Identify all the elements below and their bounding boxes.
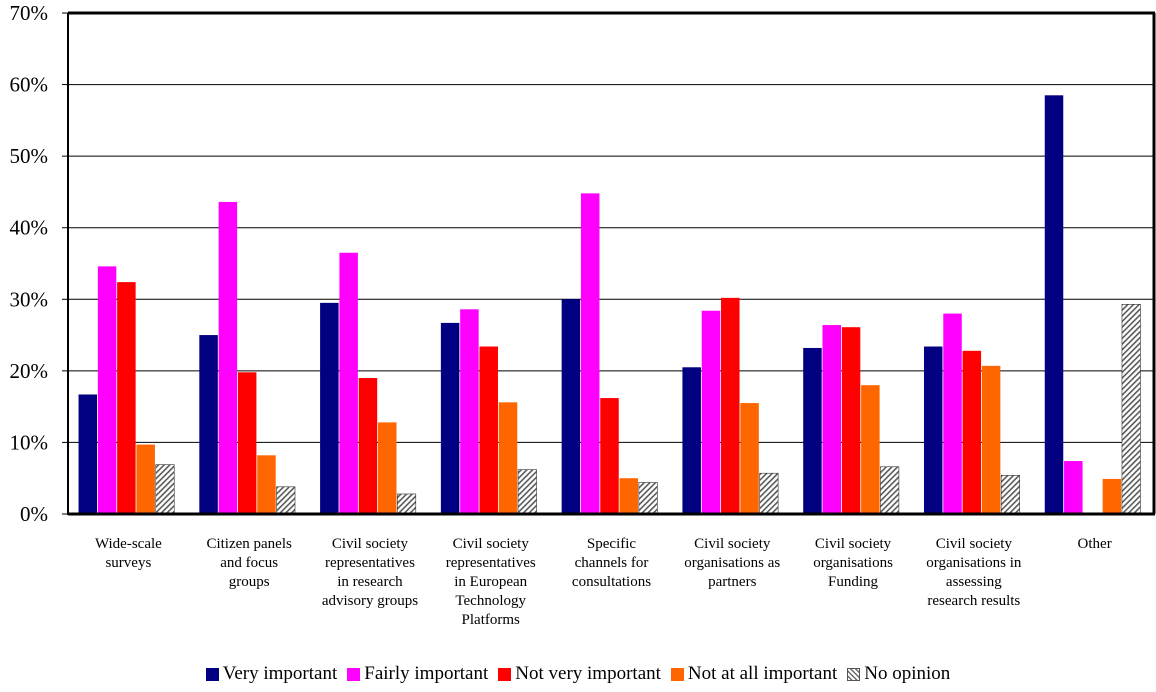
category-label: Civil society organisations Funding [813,536,893,590]
bar-not-at-all-important [378,422,397,514]
bar-fairly-important [460,309,479,514]
legend-swatch [347,668,360,681]
legend-item: Not very important [498,663,661,685]
bar-no-opinion [1001,475,1020,514]
bar-not-very-important [600,398,619,514]
bar-not-very-important [117,282,136,514]
category-label: Specific channels for consultations [572,536,651,590]
bar-very-important [79,394,98,514]
bar-not-very-important [963,351,982,514]
y-tick-label: 30% [10,287,49,311]
bar-not-very-important [842,327,861,514]
bar-very-important [320,303,339,514]
bar-not-at-all-important [861,385,880,514]
category-label: Citizen panels and focus groups [206,536,292,590]
bar-fairly-important [339,253,358,514]
legend-label: No opinion [864,663,950,685]
y-tick-label: 40% [10,216,49,240]
bar-not-very-important [479,347,498,514]
legend-swatch [671,668,684,681]
bar-fairly-important [219,202,238,514]
bar-not-at-all-important [499,402,518,514]
category-label: Civil society organisations as partners [684,536,780,590]
category-label: Civil society organisations in assessing re… [926,536,1022,609]
y-tick-label: 10% [10,430,49,454]
legend-item: Fairly important [347,663,488,685]
bar-very-important [924,347,943,514]
bar-very-important [803,348,822,514]
bar-not-at-all-important [740,403,759,514]
legend: Very important Fairly important Not very i… [0,663,1156,685]
bar-very-important [199,335,218,514]
legend-label: Very important [223,663,338,685]
category-label: Civil society representatives in research a… [322,536,418,609]
y-tick-label: 60% [10,73,49,97]
bar-fairly-important [823,325,842,514]
y-tick-label: 70% [10,1,49,25]
bar-no-opinion [156,465,175,514]
legend-label: Not at all important [688,663,837,685]
category-label: Other [1078,536,1112,552]
y-tick-label: 50% [10,144,49,168]
bars [79,95,1141,514]
bar-very-important [562,299,581,514]
bar-not-very-important [721,298,740,514]
bar-not-at-all-important [257,455,276,514]
bar-not-at-all-important [620,478,639,514]
bar-fairly-important [702,311,721,514]
bar-fairly-important [98,266,117,514]
bar-no-opinion [397,494,416,514]
bar-very-important [441,323,460,514]
bar-no-opinion [760,473,779,514]
bar-no-opinion [518,470,537,514]
category-label: Civil society representatives in European T… [446,536,536,628]
y-tick-label: 0% [20,502,48,526]
bar-fairly-important [943,314,962,514]
bar-very-important [1045,95,1064,514]
category-label: Wide-scale surveys [95,536,162,571]
bar-no-opinion [1122,304,1141,514]
bar-not-very-important [238,372,257,514]
bar-fairly-important [1064,461,1083,514]
bar-no-opinion [277,487,296,514]
y-tick-label: 20% [10,359,49,383]
legend-swatch [847,668,860,681]
legend-label: Fairly important [364,663,488,685]
legend-item: No opinion [847,663,950,685]
legend-swatch [206,668,219,681]
bar-not-at-all-important [1103,479,1122,514]
bar-fairly-important [581,193,600,514]
legend-item: Not at all important [671,663,837,685]
legend-item: Very important [206,663,338,685]
bar-no-opinion [880,467,899,514]
bar-very-important [682,367,701,514]
bar-no-opinion [639,483,658,514]
x-axis: Wide-scale surveys Citizen panels and focus… [95,536,1112,628]
y-axis: 0% 10% 20% 30% 40% 50% 60% 70% [10,1,69,526]
legend-label: Not very important [515,663,661,685]
bar-not-at-all-important [136,445,155,514]
bar-not-at-all-important [982,366,1001,514]
bar-not-very-important [359,378,378,514]
legend-swatch [498,668,511,681]
